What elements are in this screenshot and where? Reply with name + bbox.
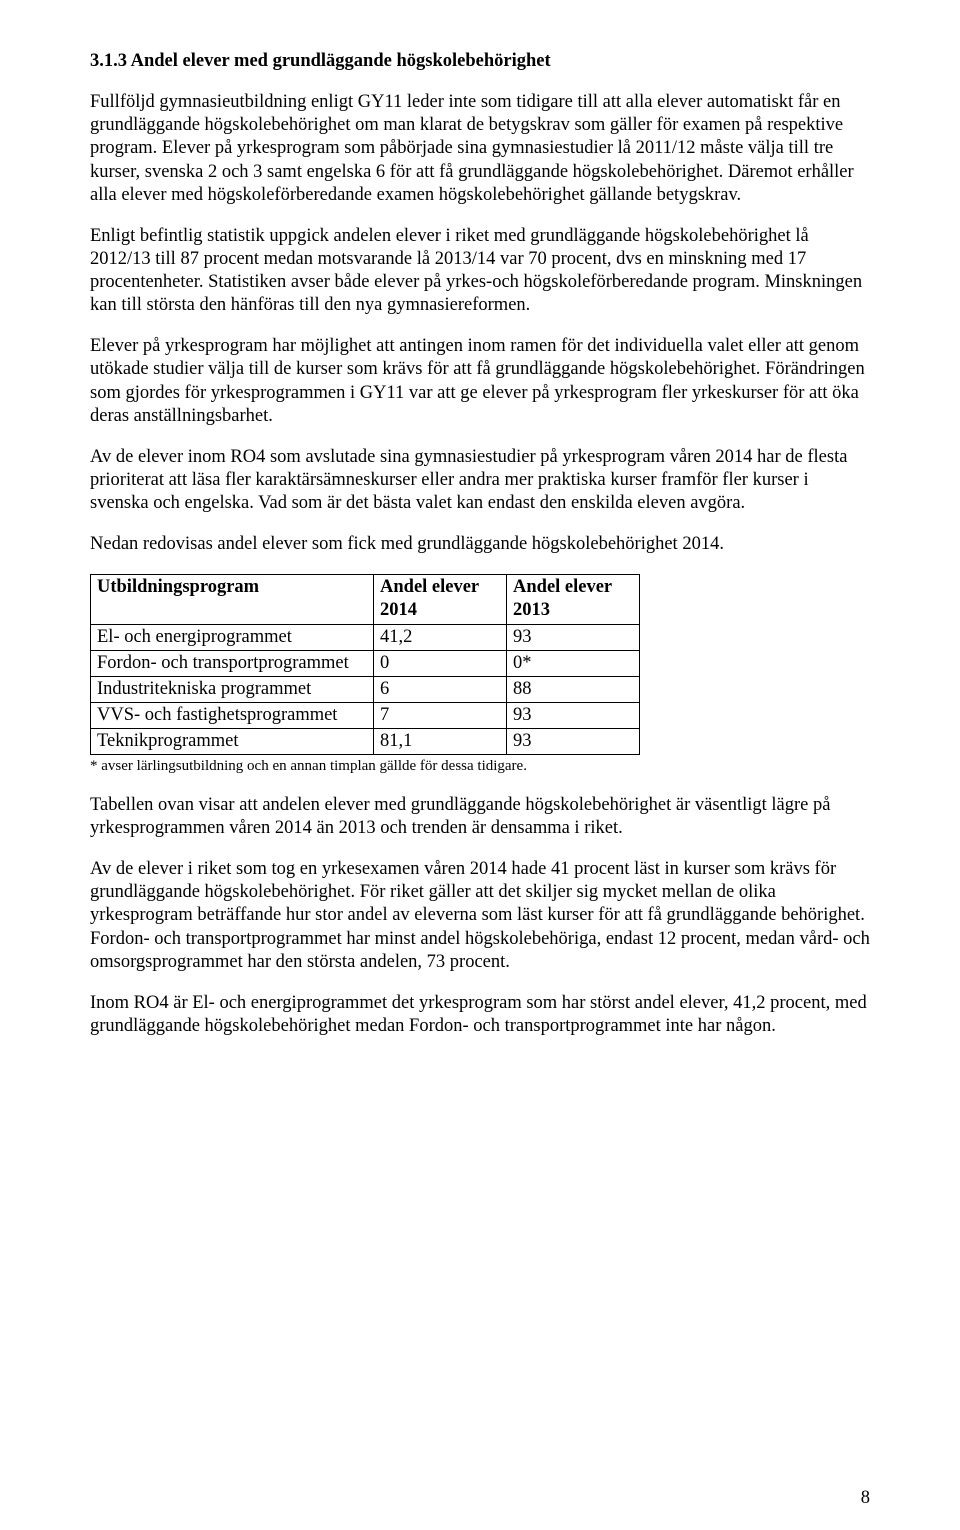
table-row: Teknikprogrammet 81,1 93 (91, 729, 640, 755)
page-number: 8 (861, 1487, 870, 1510)
table-row: Fordon- och transportprogrammet 0 0* (91, 650, 640, 676)
table-cell: Fordon- och transportprogrammet (91, 650, 374, 676)
table-cell: Teknikprogrammet (91, 729, 374, 755)
body-paragraph: Nedan redovisas andel elever som fick me… (90, 533, 870, 556)
table-cell: 93 (507, 702, 640, 728)
table-cell: 88 (507, 676, 640, 702)
table-cell: 0* (507, 650, 640, 676)
table-cell: 6 (374, 676, 507, 702)
body-paragraph: Inom RO4 är El- och energiprogrammet det… (90, 992, 870, 1038)
section-heading: 3.1.3 Andel elever med grundläggande hög… (90, 50, 870, 73)
table-row: Industritekniska programmet 6 88 (91, 676, 640, 702)
document-page: 3.1.3 Andel elever med grundläggande hög… (0, 0, 960, 1530)
body-paragraph: Av de elever i riket som tog en yrkesexa… (90, 858, 870, 974)
table-cell: 93 (507, 624, 640, 650)
table-cell: VVS- och fastighetsprogrammet (91, 702, 374, 728)
body-paragraph: Tabellen ovan visar att andelen elever m… (90, 794, 870, 840)
table-cell: 93 (507, 729, 640, 755)
table-cell: 7 (374, 702, 507, 728)
body-paragraph: Enligt befintlig statistik uppgick andel… (90, 225, 870, 318)
body-paragraph: Fullföljd gymnasieutbildning enligt GY11… (90, 91, 870, 207)
results-table: Utbildningsprogram Andel elever 2014 And… (90, 574, 640, 755)
table-cell: 81,1 (374, 729, 507, 755)
table-header-cell: Andel elever 2013 (507, 575, 640, 624)
body-paragraph: Elever på yrkesprogram har möjlighet att… (90, 335, 870, 428)
table-cell: El- och energiprogrammet (91, 624, 374, 650)
body-paragraph: Av de elever inom RO4 som avslutade sina… (90, 446, 870, 515)
table-footnote: * avser lärlingsutbildning och en annan … (90, 757, 870, 776)
table-header-cell: Andel elever 2014 (374, 575, 507, 624)
table-row: VVS- och fastighetsprogrammet 7 93 (91, 702, 640, 728)
table-header-cell: Utbildningsprogram (91, 575, 374, 624)
table-cell: 41,2 (374, 624, 507, 650)
table-row: El- och energiprogrammet 41,2 93 (91, 624, 640, 650)
table-header-row: Utbildningsprogram Andel elever 2014 And… (91, 575, 640, 624)
table-cell: 0 (374, 650, 507, 676)
table-cell: Industritekniska programmet (91, 676, 374, 702)
